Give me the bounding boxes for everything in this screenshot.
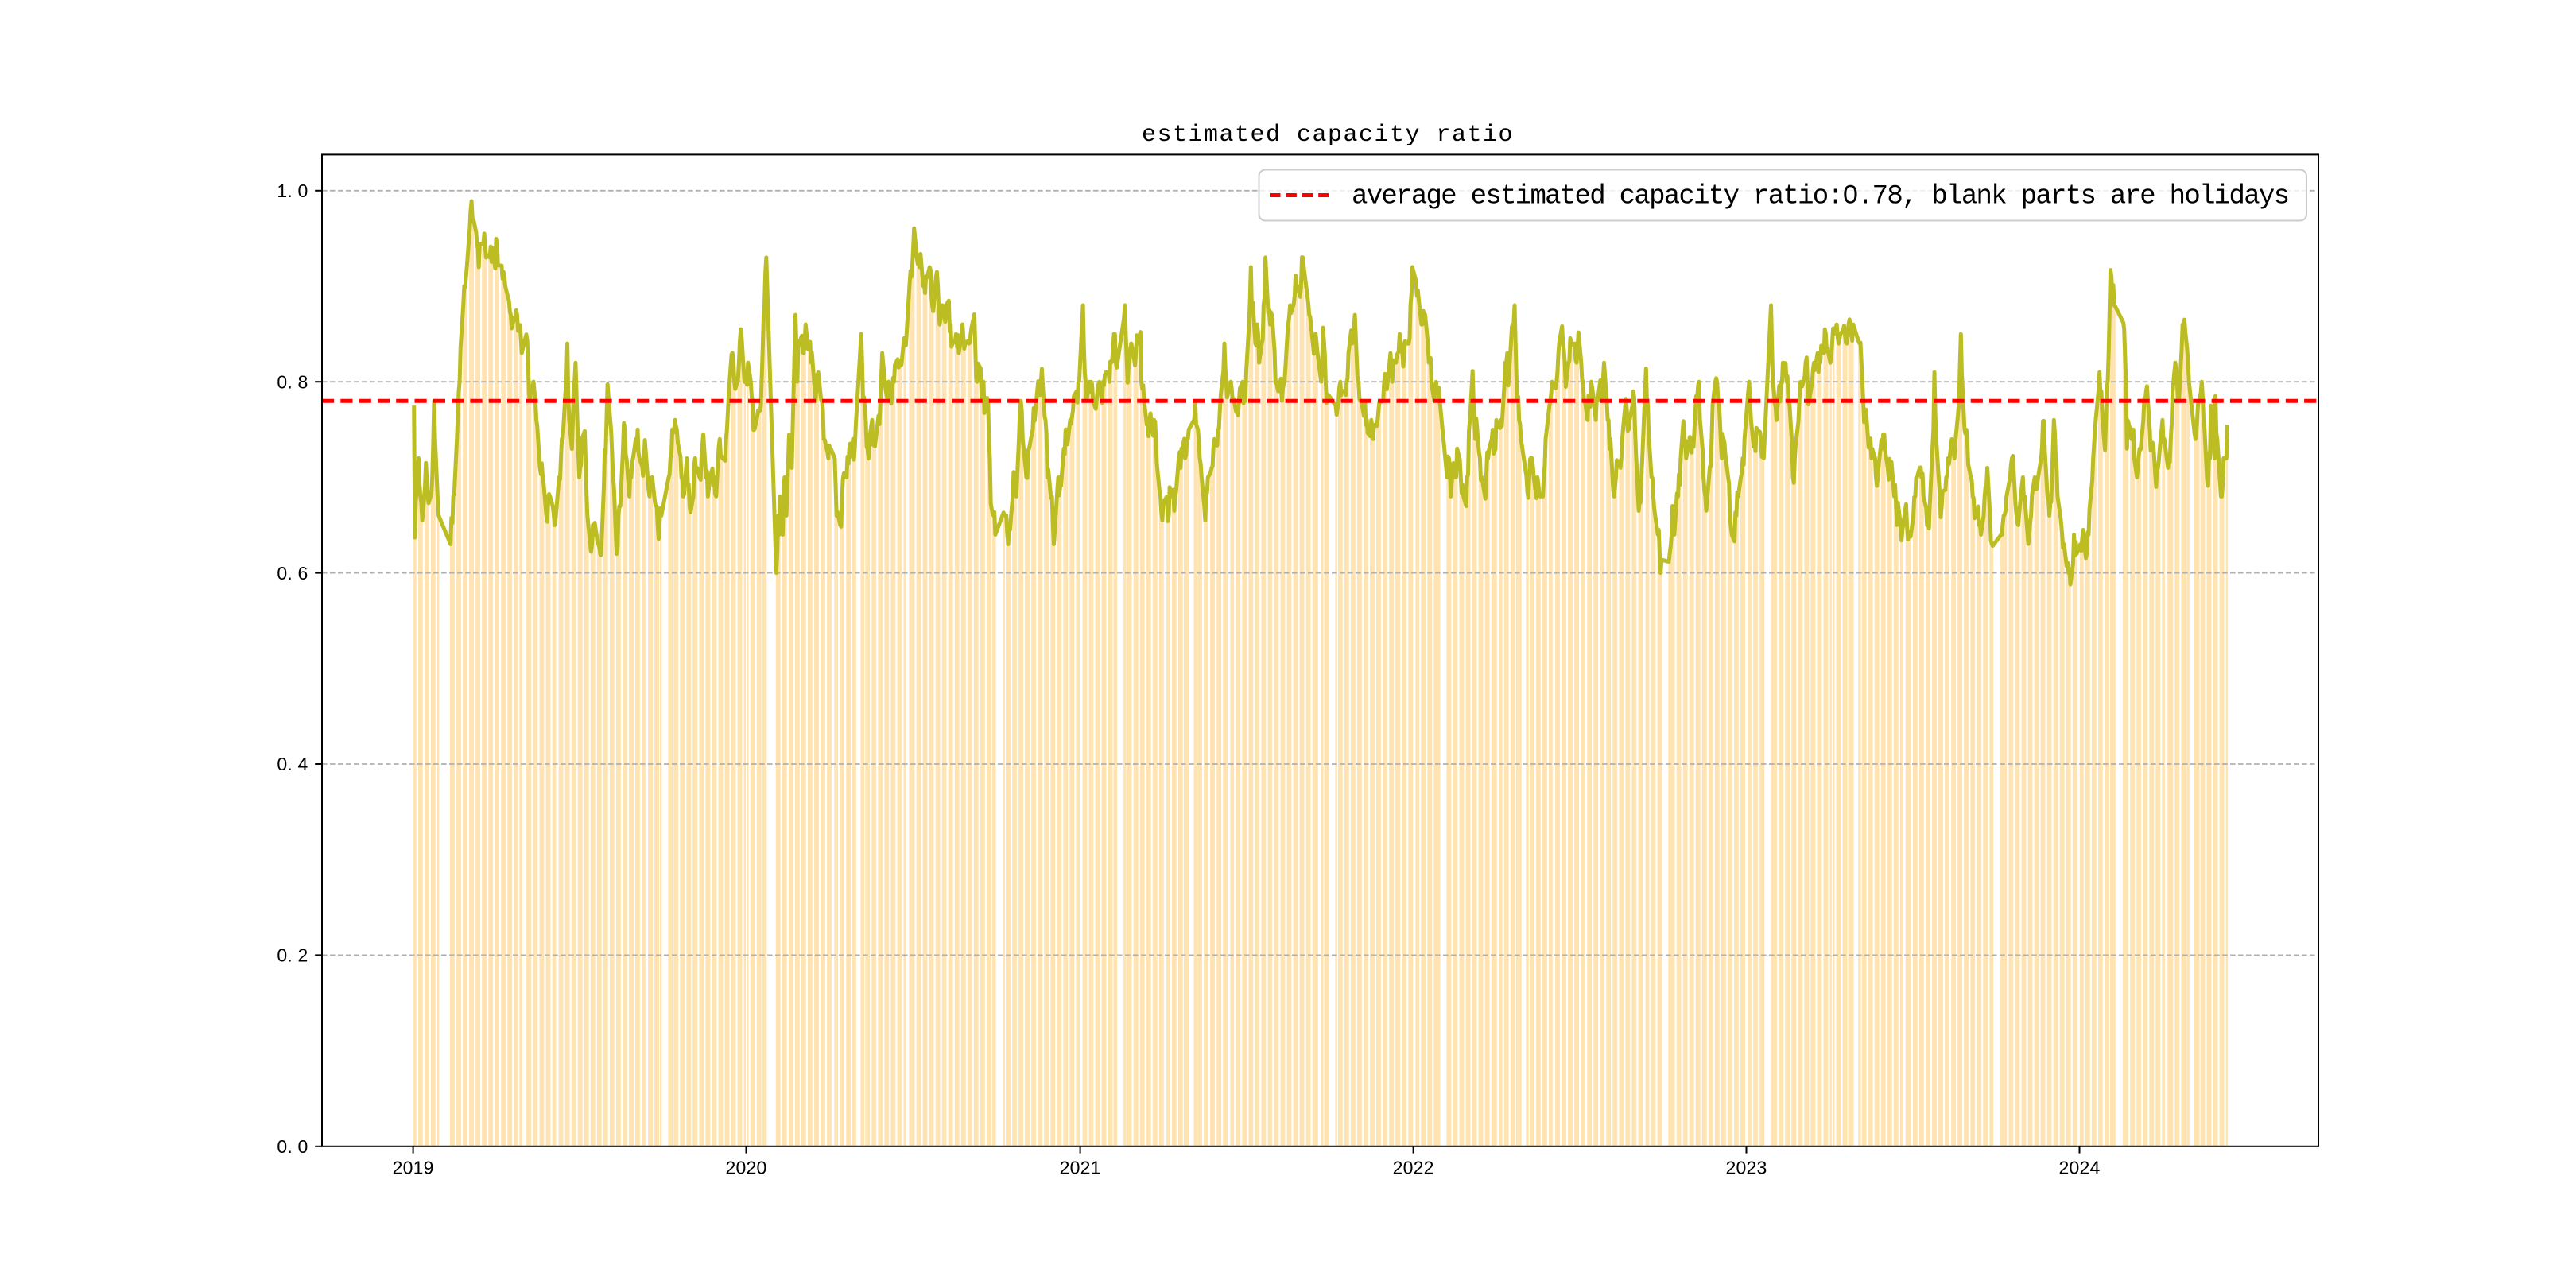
svg-text:0. 4: 0. 4 — [277, 754, 308, 774]
svg-text:0. 2: 0. 2 — [277, 945, 308, 966]
svg-text:1. 0: 1. 0 — [277, 180, 308, 201]
svg-text:2021: 2021 — [1060, 1158, 1101, 1178]
svg-text:2024: 2024 — [2059, 1158, 2101, 1178]
svg-text:0. 0: 0. 0 — [277, 1136, 308, 1157]
svg-text:2022: 2022 — [1393, 1158, 1434, 1178]
svg-text:2023: 2023 — [1726, 1158, 1767, 1178]
svg-text:2019: 2019 — [393, 1158, 434, 1178]
svg-text:2020: 2020 — [726, 1158, 767, 1178]
svg-text:0. 6: 0. 6 — [277, 563, 308, 584]
svg-text:0. 8: 0. 8 — [277, 371, 308, 392]
svg-text:estimated capacity ratio: estimated capacity ratio — [1142, 122, 1514, 149]
svg-text:average estimated capacity rat: average estimated capacity ratio:0.78, b… — [1352, 182, 2288, 212]
